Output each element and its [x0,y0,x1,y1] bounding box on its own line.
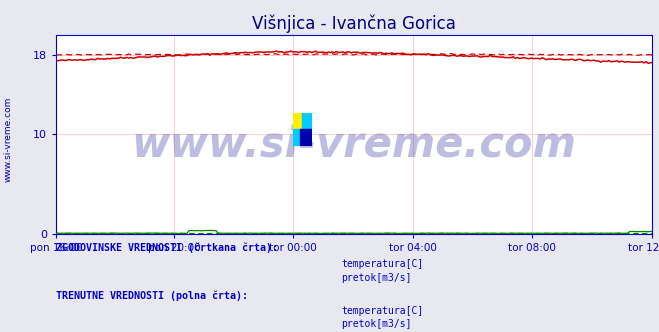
Title: Višnjica - Ivančna Gorica: Višnjica - Ivančna Gorica [252,15,456,33]
Bar [293,129,300,146]
Text: temperatura[C]: temperatura[C] [341,259,424,269]
Text: ZGODOVINSKE VREDNOSTI (črtkana črta):: ZGODOVINSKE VREDNOSTI (črtkana črta): [56,242,278,253]
Text: www.si-vreme.com: www.si-vreme.com [132,124,577,165]
Text: temperatura[C]: temperatura[C] [341,306,424,316]
Text: pretok[m3/s]: pretok[m3/s] [341,273,412,283]
Bar [300,129,312,146]
Bar [293,113,302,129]
Text: pretok[m3/s]: pretok[m3/s] [341,319,412,329]
Bar [302,113,312,129]
Text: TRENUTNE VREDNOSTI (polna črta):: TRENUTNE VREDNOSTI (polna črta): [56,290,248,301]
Text: www.si-vreme.com: www.si-vreme.com [4,97,13,182]
